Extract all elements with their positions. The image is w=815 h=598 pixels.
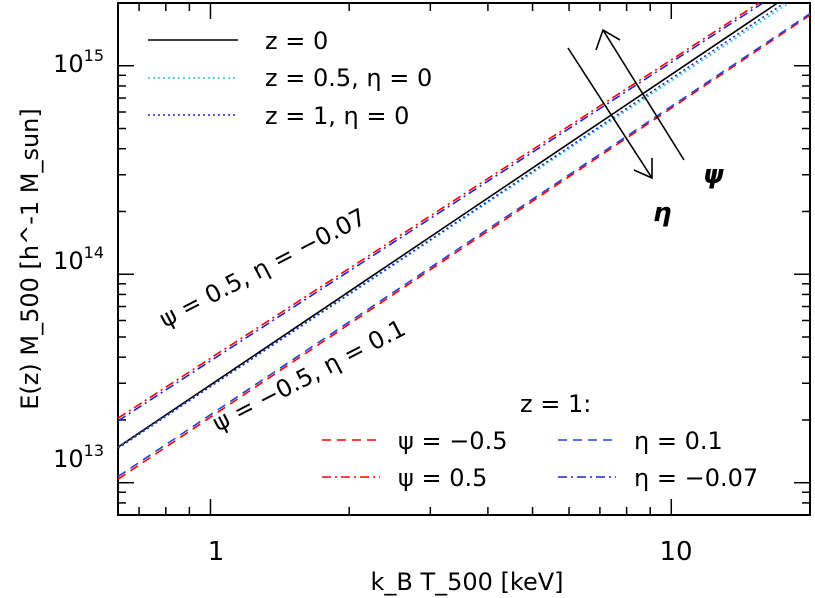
x-tick-labels: 1 10 [208,537,693,567]
x-tick-label-10: 10 [659,537,692,567]
psi-arrow-line [602,29,685,161]
eta-arrow-line [567,47,653,179]
legend-bottom-label-2: ψ = 0.5 [398,464,487,492]
series-line-1 [117,2,790,449]
legend-top-label-2: z = 1, η = 0 [265,102,409,130]
y-tick-labels: 1013 1014 1015 [53,46,104,473]
series-line-5 [117,2,760,419]
axis-ticks [118,2,811,516]
legend-bottom-label-0: ψ = −0.5 [398,427,507,455]
legend-bottom-title: z = 1: [520,390,591,418]
legend-top: z = 0 z = 0.5, η = 0 z = 1, η = 0 [148,27,432,130]
series-line-3 [117,14,811,480]
series-line-6 [117,2,764,422]
legend-bottom-label-3: η = −0.07 [634,464,758,492]
y-axis-title: E(z) M_500 [h^-1 M_sun] [16,108,44,410]
x-tick-label-1: 1 [208,537,225,567]
series-line-0 [117,2,778,448]
psi-arrow-head-icon [595,28,621,51]
plot-frame [117,2,811,516]
annotation-psi-plus: ψ = 0.5, η = −0.07 [155,203,371,333]
legend-top-label-0: z = 0 [265,27,328,55]
legend-bottom: z = 1: ψ = −0.5 η = 0.1 ψ = 0.5 η = −0.0… [322,390,758,492]
arrows: ψ η [567,28,724,228]
annotation-psi-minus: ψ = −0.5, η = 0.1 [208,314,410,437]
y-tick-label-1e15: 1015 [53,46,104,78]
x-axis-title: k_B T_500 [keV] [370,568,563,596]
series-layer [117,2,811,480]
series-line-4 [117,12,811,478]
series-line-2 [117,2,785,450]
legend-top-label-1: z = 0.5, η = 0 [265,64,432,92]
y-tick-label-1e13: 1013 [53,441,104,473]
psi-arrow-label: ψ [703,160,724,190]
eta-arrow-head-icon [633,158,653,180]
eta-arrow-label: η [653,198,672,228]
y-tick-label-1e14: 1014 [53,243,104,275]
legend-bottom-label-1: η = 0.1 [634,427,723,455]
